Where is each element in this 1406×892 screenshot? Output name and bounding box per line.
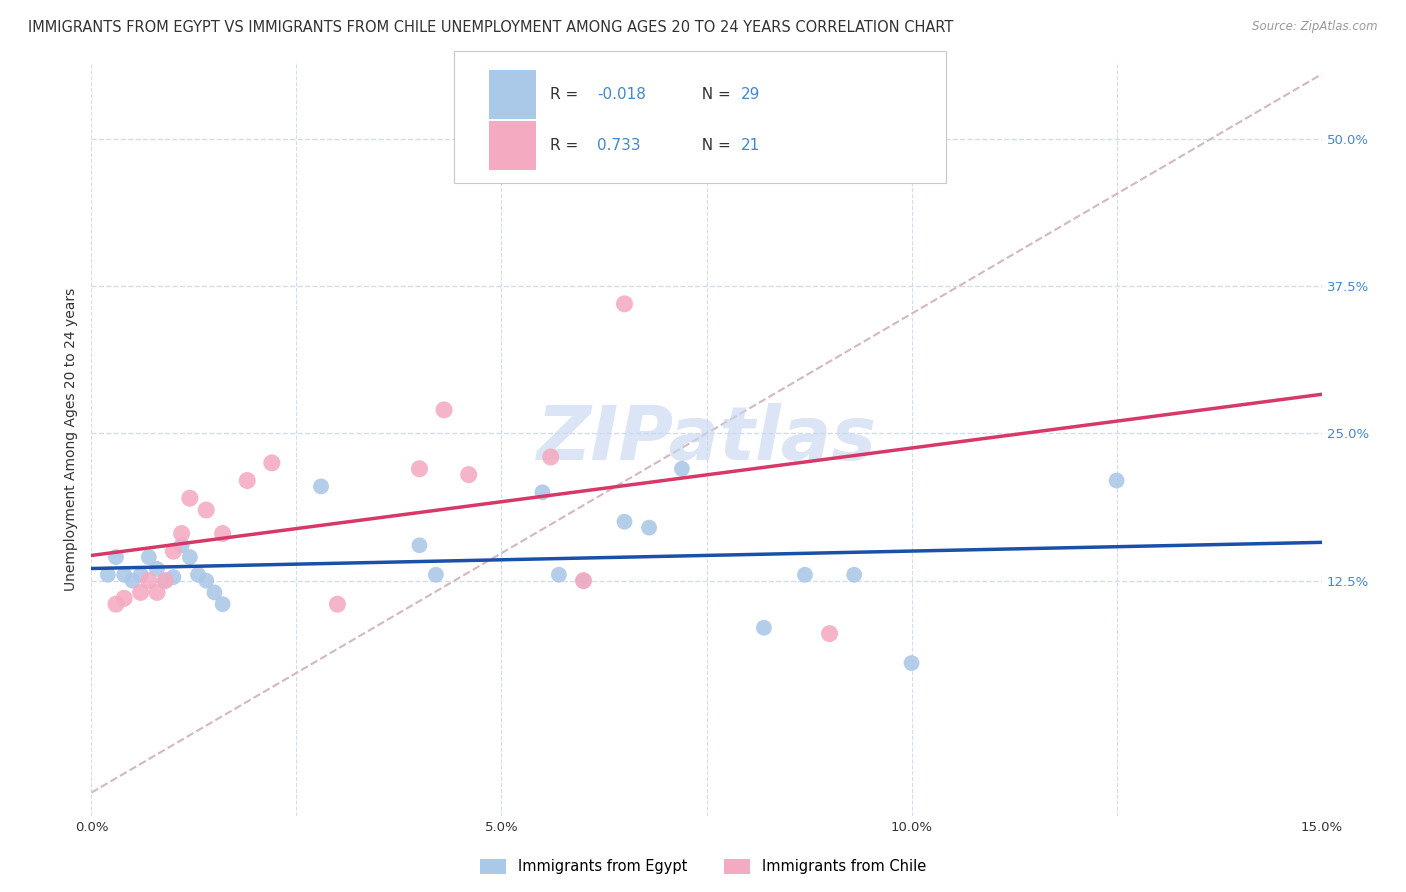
Point [572, 574, 595, 588]
Point [818, 626, 841, 640]
Point [202, 585, 225, 599]
Y-axis label: Unemployment Among Ages 20 to 24 years: Unemployment Among Ages 20 to 24 years [63, 288, 77, 591]
Point [309, 479, 332, 493]
Point [105, 597, 127, 611]
Point [842, 567, 865, 582]
Point [138, 550, 160, 565]
Point [153, 574, 177, 588]
Text: ZIPatlas: ZIPatlas [537, 403, 876, 475]
Point [408, 462, 430, 476]
Point [408, 538, 430, 552]
Text: N =: N = [692, 87, 735, 103]
Point [572, 574, 595, 588]
Point [97, 567, 120, 582]
Point [170, 526, 193, 541]
Point [638, 521, 661, 535]
Text: IMMIGRANTS FROM EGYPT VS IMMIGRANTS FROM CHILE UNEMPLOYMENT AMONG AGES 20 TO 24 : IMMIGRANTS FROM EGYPT VS IMMIGRANTS FROM… [28, 20, 953, 35]
Point [121, 574, 143, 588]
Bar [489, 120, 536, 169]
Text: 0.733: 0.733 [598, 138, 641, 153]
Legend: Immigrants from Egypt, Immigrants from Chile: Immigrants from Egypt, Immigrants from C… [474, 853, 932, 880]
Text: R =: R = [550, 138, 588, 153]
Point [129, 585, 152, 599]
Point [195, 574, 218, 588]
Point [112, 591, 135, 606]
Point [752, 621, 775, 635]
Point [260, 456, 283, 470]
Point [613, 515, 636, 529]
Point [540, 450, 562, 464]
Point [1105, 474, 1128, 488]
Text: 21: 21 [741, 138, 761, 153]
Point [170, 538, 193, 552]
Bar [489, 70, 536, 120]
Point [195, 503, 218, 517]
Point [179, 491, 201, 506]
Point [671, 462, 693, 476]
Point [211, 526, 233, 541]
Point [613, 297, 636, 311]
Point [162, 570, 184, 584]
Point [162, 544, 184, 558]
Text: -0.018: -0.018 [598, 87, 645, 103]
Point [425, 567, 447, 582]
Point [531, 485, 554, 500]
Point [129, 567, 152, 582]
Point [153, 574, 177, 588]
Point [187, 567, 209, 582]
Text: 29: 29 [741, 87, 761, 103]
Text: N =: N = [692, 138, 735, 153]
Point [457, 467, 479, 482]
Point [793, 567, 815, 582]
FancyBboxPatch shape [454, 51, 946, 183]
Point [900, 656, 922, 670]
Point [548, 567, 571, 582]
Point [179, 550, 201, 565]
Point [138, 574, 160, 588]
Point [236, 474, 259, 488]
Point [433, 402, 456, 417]
Point [211, 597, 233, 611]
Text: R =: R = [550, 87, 583, 103]
Point [326, 597, 349, 611]
Point [146, 585, 169, 599]
Point [146, 562, 169, 576]
Point [112, 567, 135, 582]
Text: Source: ZipAtlas.com: Source: ZipAtlas.com [1253, 20, 1378, 33]
Point [105, 550, 127, 565]
